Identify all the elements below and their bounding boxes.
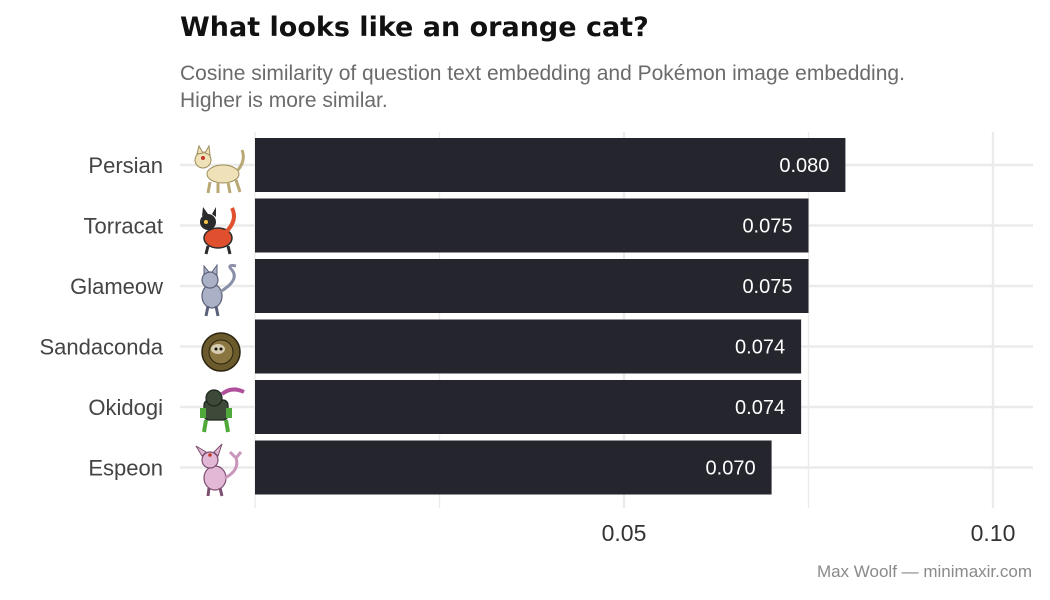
category-label: Okidogi xyxy=(88,395,163,420)
x-tick-label: 0.05 xyxy=(602,520,647,546)
x-tick-label: 0.10 xyxy=(971,520,1016,546)
category-label: Espeon xyxy=(88,456,163,481)
chart-title: What looks like an orange cat? xyxy=(180,12,649,43)
chart-subtitle-line-2: Higher is more similar. xyxy=(180,89,388,112)
bar-persian xyxy=(255,138,846,192)
category-label: Persian xyxy=(88,153,163,178)
okidogi-sprite-icon xyxy=(200,387,245,433)
espeon-sprite-icon xyxy=(195,443,243,497)
chart-caption: Max Woolf — minimaxir.com xyxy=(816,562,1032,581)
labels: 0.080 Persian 0.075 Torracat 0.075 Glameow 0.0… xyxy=(39,153,1015,546)
bar-glameow xyxy=(255,259,809,313)
chart-subtitle-line-1: Cosine similarity of question text embed… xyxy=(180,62,905,85)
bar-espeon xyxy=(255,440,772,495)
value-label: 0.075 xyxy=(742,216,792,238)
value-label: 0.070 xyxy=(706,458,756,480)
category-icons xyxy=(194,144,245,497)
value-label: 0.075 xyxy=(742,276,792,298)
torracat-sprite-icon xyxy=(200,207,236,255)
value-label: 0.074 xyxy=(735,397,785,419)
bar-okidogi xyxy=(255,380,802,434)
bars xyxy=(255,138,846,495)
persian-sprite-icon xyxy=(194,144,245,194)
category-label: Glameow xyxy=(70,274,163,299)
value-label: 0.080 xyxy=(779,155,829,177)
sandaconda-sprite-icon xyxy=(201,332,241,372)
bar-sandaconda xyxy=(255,319,802,374)
glameow-sprite-icon xyxy=(201,263,237,317)
value-label: 0.074 xyxy=(735,337,785,359)
bar-torracat xyxy=(255,198,809,253)
category-label: Sandaconda xyxy=(39,335,163,360)
category-label: Torracat xyxy=(84,214,163,239)
